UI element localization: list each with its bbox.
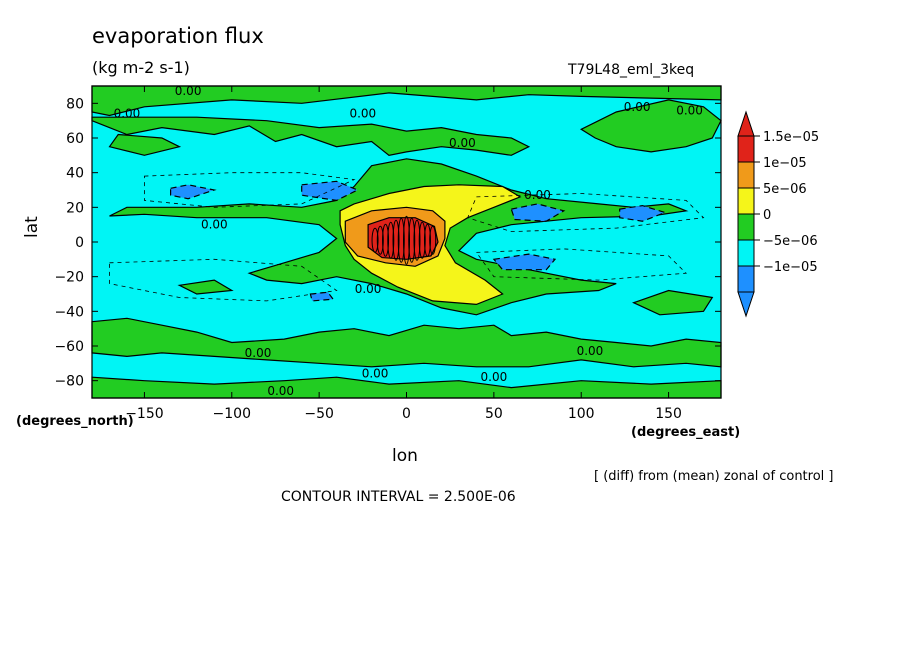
y-tick-label: −40 xyxy=(54,304,84,320)
green-region xyxy=(579,99,722,153)
contour-line xyxy=(403,215,410,265)
x-tick-label: 150 xyxy=(655,406,682,422)
contour-line xyxy=(429,225,437,255)
blue-region xyxy=(170,184,217,200)
colorbar-segment xyxy=(737,187,755,215)
contour-label: 0.00 xyxy=(676,103,703,117)
chart-title: evaporation flux xyxy=(92,24,264,48)
y-tick-label: −20 xyxy=(54,270,84,286)
contour-label: 0.00 xyxy=(524,188,551,202)
contour-label: 0.00 xyxy=(114,107,141,121)
contour-line-negative xyxy=(475,248,688,281)
colorbar-label: 0 xyxy=(763,208,771,223)
blue-region xyxy=(619,204,667,222)
x-tick-label: 100 xyxy=(568,406,595,422)
colorbar-segment xyxy=(737,265,755,293)
y-axis-units: (degrees_north) xyxy=(16,414,134,429)
colorbar-label: 1.5e−05 xyxy=(763,130,819,145)
contour-line-negative xyxy=(467,193,705,233)
colorbar-arrow-bottom xyxy=(737,291,755,318)
colorbar-label: 5e−06 xyxy=(763,182,807,197)
green-region xyxy=(177,279,234,295)
contour-label: 0.00 xyxy=(481,370,508,384)
contour-line xyxy=(397,217,405,263)
green-region xyxy=(632,289,714,316)
contour-line xyxy=(413,219,421,261)
y-tick-label: 60 xyxy=(66,131,84,147)
contour-line xyxy=(408,217,416,263)
contour-line xyxy=(418,221,426,259)
contour-label: 0.00 xyxy=(349,107,376,121)
contour-label: 0.00 xyxy=(267,384,294,398)
y-tick-label: 20 xyxy=(66,200,84,216)
contour-labels: 0.00 0.00 0.00 0.00 0.00 0.00 0.00 0.00 0.00 0.00… xyxy=(114,84,703,398)
contour-line xyxy=(423,223,431,257)
blue-region xyxy=(301,180,360,202)
run-label: T79L48_eml_3keq xyxy=(568,62,695,78)
x-tick-label: −150 xyxy=(125,406,163,422)
x-tick-label: 50 xyxy=(485,406,503,422)
colorbar-segment xyxy=(737,213,755,241)
contour-line-negative xyxy=(143,172,356,208)
diff-note: [ (diff) from (mean) zonal of control ] xyxy=(594,469,834,484)
contour-line xyxy=(371,227,379,253)
y-tick-label: 80 xyxy=(66,96,84,112)
colorbar-label: 1e−05 xyxy=(763,156,807,171)
contour-lines xyxy=(109,172,705,302)
x-tick-label: −50 xyxy=(304,406,334,422)
x-axis-units: (degrees_east) xyxy=(631,425,741,440)
contour-label: 0.00 xyxy=(362,367,389,381)
colorbar-arrow-top xyxy=(737,110,755,137)
axes: −150 −100 −50 0 50 100 150 80 60 40 20 0 −20 −40 −60 −8… xyxy=(54,85,722,422)
colorbar-segment xyxy=(737,239,755,267)
contour-label: 0.00 xyxy=(449,136,476,150)
green-region xyxy=(91,116,531,156)
colorbar: 1.5e−05 1e−05 5e−06 0 −5e−06 −1e−05 xyxy=(737,110,819,318)
colorbar-label: −1e−05 xyxy=(763,260,818,275)
blue-region xyxy=(492,253,557,271)
chart-units: (kg m-2 s-1) xyxy=(92,58,190,77)
contour-label: 0.00 xyxy=(624,100,651,114)
green-region xyxy=(108,133,182,156)
contour-label: 0.00 xyxy=(577,344,604,358)
contour-label: 0.00 xyxy=(355,282,382,296)
y-tick-label: 40 xyxy=(66,166,84,182)
y-tick-label: −80 xyxy=(54,374,84,390)
contour-line xyxy=(376,225,384,255)
y-tick-label: 0 xyxy=(75,235,84,251)
contour-label: 0.00 xyxy=(175,84,202,98)
colorbar-segment xyxy=(737,161,755,189)
y-tick-label: −60 xyxy=(54,339,84,355)
x-axis-label: lon xyxy=(392,446,418,466)
contour-line xyxy=(387,221,395,259)
blue-region xyxy=(510,203,566,222)
x-tick-label: 0 xyxy=(402,406,411,422)
colorbar-segment xyxy=(737,135,755,163)
contour-label: 0.00 xyxy=(245,346,272,360)
green-region xyxy=(91,317,722,368)
contour-line xyxy=(382,223,390,257)
colorbar-label: −5e−06 xyxy=(763,234,818,249)
contour-line xyxy=(392,219,400,261)
contour-interval: CONTOUR INTERVAL = 2.500E-06 xyxy=(281,489,516,505)
field-shading xyxy=(91,85,722,399)
x-tick-label: −100 xyxy=(213,406,251,422)
contour-label: 0.00 xyxy=(201,218,228,232)
